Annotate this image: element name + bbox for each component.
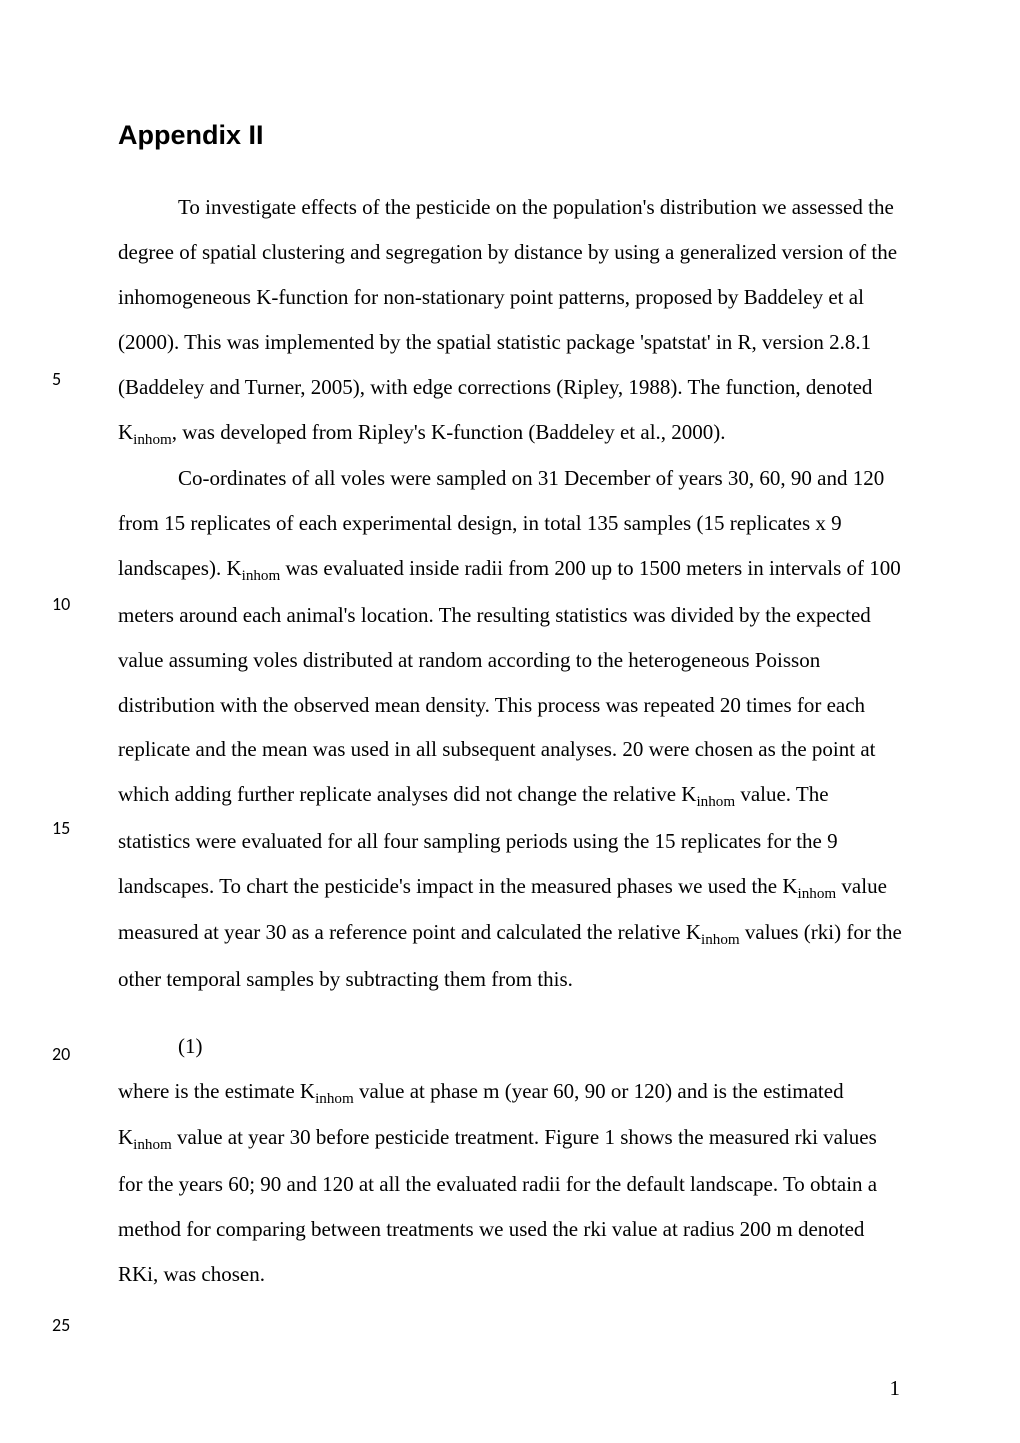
paragraph-3-text-c: value at year 30 before pesticide treatm… xyxy=(118,1125,877,1285)
line-number: 20 xyxy=(52,1043,70,1065)
paragraph-3: where is the estimate Kinhom value at ph… xyxy=(118,1069,902,1297)
k-inhom-subscript: inhom xyxy=(133,432,172,448)
k-inhom-subscript: inhom xyxy=(701,933,740,949)
equation-number: (1) xyxy=(178,1034,203,1058)
paragraph-1-tail: , was developed from Ripley's K-function… xyxy=(172,420,726,444)
paragraph-2: Co-ordinates of all voles were sampled o… xyxy=(118,456,902,1002)
k-inhom-subscript: inhom xyxy=(696,795,735,811)
k-inhom-subscript: inhom xyxy=(315,1091,354,1107)
k-inhom-subscript: inhom xyxy=(242,568,281,584)
k-inhom-subscript: inhom xyxy=(133,1138,172,1154)
paragraph-3-text-a: where is the estimate K xyxy=(118,1079,315,1103)
section-title: Appendix II xyxy=(118,120,902,151)
k-inhom-subscript: inhom xyxy=(798,886,837,902)
line-number-gutter: 5 10 15 20 25 xyxy=(52,0,92,1443)
document-page: 5 10 15 20 25 Appendix II To investigate… xyxy=(0,0,1020,1443)
paragraph-1: To investigate effects of the pesticide … xyxy=(118,185,902,456)
page-number: 1 xyxy=(890,1376,901,1401)
line-number: 5 xyxy=(52,368,61,390)
equation-line: (1) xyxy=(118,1024,902,1069)
paragraph-2-text-b: was evaluated inside radii from 200 up t… xyxy=(118,556,901,806)
line-number: 15 xyxy=(52,817,70,839)
line-number: 25 xyxy=(52,1314,70,1336)
equation-spacer xyxy=(118,1002,902,1024)
paragraph-1-text: To investigate effects of the pesticide … xyxy=(118,195,897,444)
line-number: 10 xyxy=(52,593,70,615)
